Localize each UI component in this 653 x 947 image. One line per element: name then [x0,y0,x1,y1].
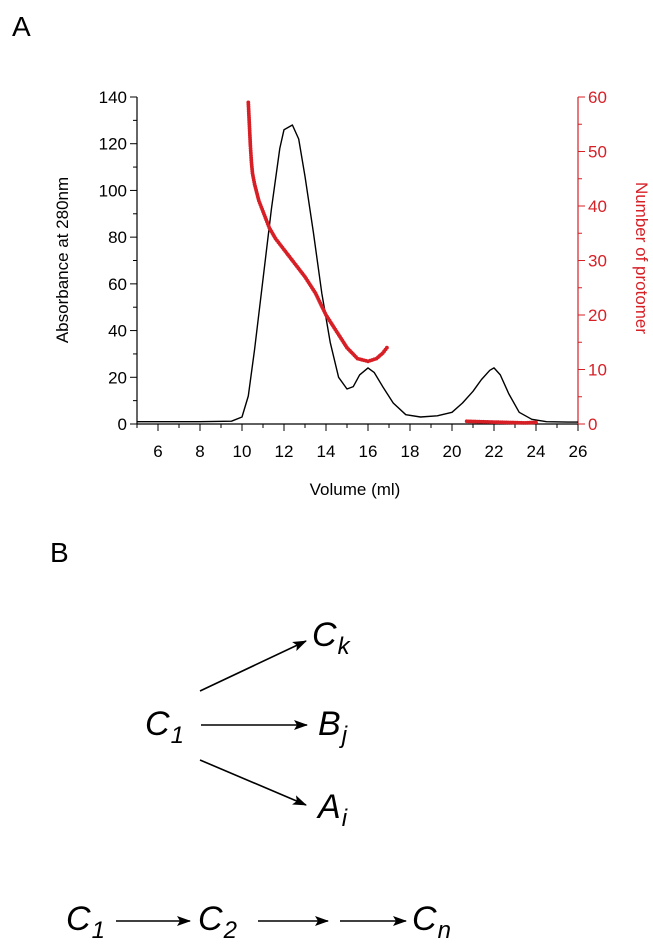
panel-label-b: B [50,537,69,568]
arrow-c1-to-ck [199,640,307,692]
chain-cn: Cn [412,900,451,944]
y-left-axis-title: Absorbance at 280nm [53,177,72,343]
x-tick-label: 24 [527,442,546,461]
chain-c1: C1 [66,900,105,944]
y-right-tick-label: 50 [588,143,607,162]
scheme-ck: Ck [312,616,352,660]
y-right-tick-label: 20 [588,306,607,325]
y-right-axis-ticks: 0 10 20 30 40 50 60 [578,88,607,434]
chain-scheme: C1 C2 Cn [66,900,451,944]
x-tick-label: 8 [195,442,204,461]
x-tick-label: 20 [443,442,462,461]
x-axis-ticks: 6 8 10 12 14 16 18 20 22 24 26 [136,424,588,461]
x-tick-label: 18 [401,442,420,461]
y-left-axis-ticks: 0 20 40 60 80 100 120 140 [99,88,137,434]
arrow-c1-to-ai [199,759,307,806]
y-left-tick-label: 80 [108,228,127,247]
x-tick-label: 10 [233,442,252,461]
y-right-tick-label: 40 [588,197,607,216]
x-tick-label: 14 [317,442,336,461]
x-tick-label: 12 [275,442,294,461]
y-left-tick-label: 60 [108,275,127,294]
x-tick-label: 6 [153,442,162,461]
x-axis-title: Volume (ml) [310,480,401,499]
chain-c2: C2 [198,900,237,944]
scheme-ai: Ai [316,788,348,832]
y-left-tick-label: 100 [99,181,127,200]
branching-scheme: C1 Ck Bj Ai [145,616,352,832]
x-tick-label: 16 [359,442,378,461]
panel-label-a: A [12,11,31,42]
protomer-point [534,420,538,425]
absorbance-trace [137,124,578,423]
scheme-bj: Bj [318,705,348,749]
y-right-tick-label: 0 [588,415,597,434]
x-tick-label: 22 [485,442,504,461]
chromatogram-chart: 6 8 10 12 14 16 18 20 22 24 26 020406080100120140 … [53,88,651,499]
series-layer [137,100,578,425]
y-left-tick-label: 0 [118,415,127,434]
y-right-tick-label: 10 [588,361,607,380]
y-right-tick-label: 60 [588,88,607,107]
scheme-c1: C1 [145,705,184,749]
y-right-axis-title: Number of protomer [632,182,651,334]
x-tick-label: 26 [569,442,588,461]
y-left-tick-label: 40 [108,322,127,341]
y-left-tick-label: 140 [99,88,127,107]
y-right-tick-label: 30 [588,252,607,271]
y-left-tick-label: 20 [108,368,127,387]
plot-frame [136,97,579,425]
protomer-point [385,345,389,350]
y-left-tick-label: 120 [99,135,127,154]
